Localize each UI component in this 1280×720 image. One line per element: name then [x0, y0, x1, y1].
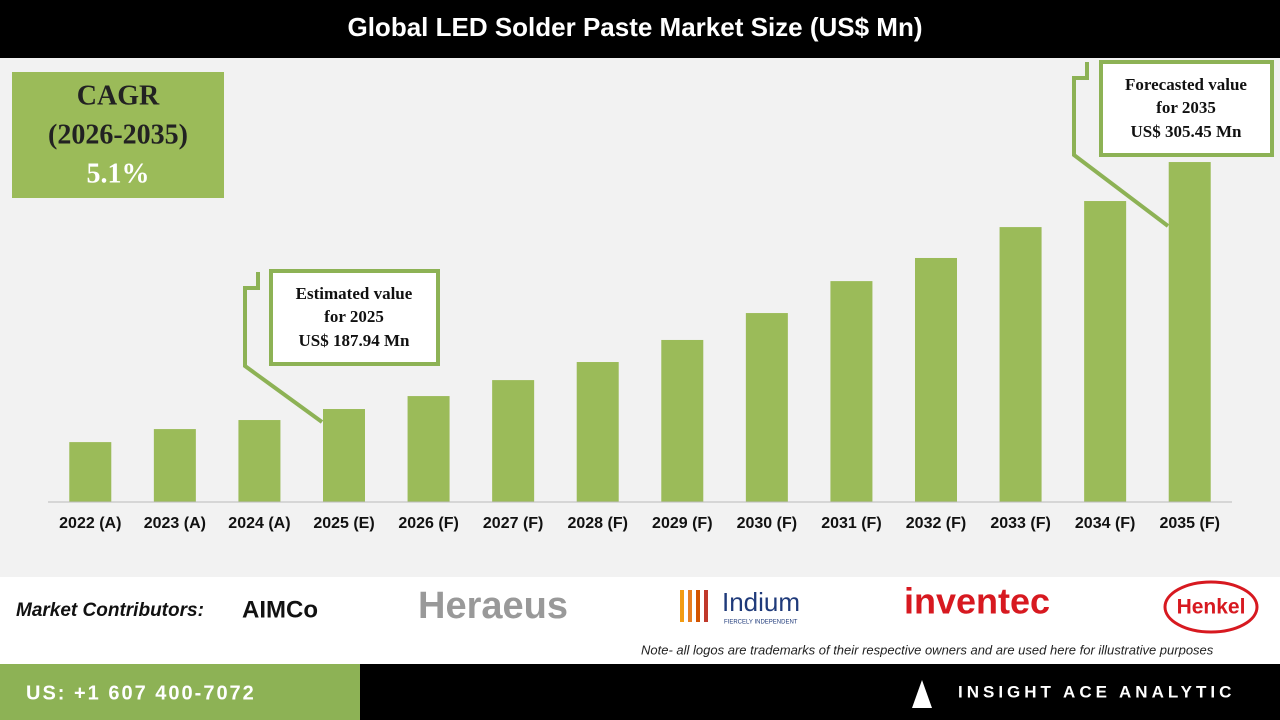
logo: inventec [904, 581, 1050, 622]
bar [1084, 201, 1127, 502]
bar [830, 281, 873, 502]
callout-connector [243, 272, 324, 424]
callout-box [1099, 60, 1274, 157]
bar [745, 313, 788, 502]
bar [576, 362, 619, 502]
logo-mark [688, 590, 692, 622]
x-tick-label: 2034 (F) [1075, 515, 1135, 532]
callout-connector [1072, 62, 1170, 228]
bar [999, 227, 1042, 502]
brand-icon [912, 680, 932, 708]
callout-value: US$ 305.45 Mn [1131, 122, 1243, 141]
x-tick-label: 2027 (F) [483, 515, 543, 532]
bar [661, 339, 704, 502]
cagr-title: CAGR [77, 80, 160, 111]
bar [492, 380, 535, 502]
contributors-label: Market Contributors: [16, 600, 204, 621]
x-tick-label: 2024 (A) [228, 515, 290, 532]
bar [238, 420, 281, 502]
x-tick-label: 2023 (A) [144, 515, 206, 532]
logo-tagline: FIERCELY INDEPENDENT [724, 620, 798, 626]
callout-value: US$ 187.94 Mn [299, 331, 411, 350]
callout-box [269, 269, 440, 366]
x-tick-label: 2033 (F) [990, 515, 1050, 532]
bar [1168, 162, 1211, 503]
logo-mark [680, 590, 684, 622]
footer-right [360, 664, 1280, 720]
logo: AIMCo [242, 596, 318, 623]
x-tick-label: 2035 (F) [1159, 515, 1219, 532]
footer-left [0, 664, 360, 720]
logo: Heraeus [418, 585, 568, 627]
bar [915, 257, 957, 502]
callout-text: for 2025 [324, 307, 384, 326]
logo-mark [1163, 580, 1259, 634]
x-tick-label: 2029 (F) [652, 515, 712, 532]
logo-mark [696, 590, 700, 622]
cagr-period: (2026-2035) [48, 119, 188, 150]
bar [69, 442, 112, 502]
title-bar [0, 0, 1280, 58]
note: Note- all logos are trademarks of their … [641, 642, 1214, 657]
x-tick-label: 2022 (A) [59, 515, 121, 532]
callout-text: for 2035 [1156, 98, 1216, 117]
bar [407, 396, 450, 502]
x-tick-label: 2031 (F) [821, 515, 881, 532]
bar [153, 429, 196, 502]
callout-text: Estimated value [296, 284, 413, 303]
x-tick-label: 2030 (F) [737, 515, 797, 532]
phone: US: +1 607 400-7072 [26, 682, 256, 704]
x-tick-label: 2025 (E) [313, 515, 374, 532]
cagr-value: 5.1% [87, 158, 150, 189]
callout-text: Forecasted value [1125, 75, 1247, 94]
bar [323, 409, 365, 502]
contributors-band [0, 577, 1280, 664]
x-tick-label: 2032 (F) [906, 515, 966, 532]
brand: INSIGHT ACE ANALYTIC [958, 682, 1235, 701]
logo: Henkel [1177, 596, 1246, 619]
x-tick-label: 2026 (F) [398, 515, 458, 532]
chart-title: Global LED Solder Paste Market Size (US$… [347, 12, 922, 42]
cagr-box [12, 72, 224, 198]
logo: Indium [722, 587, 800, 617]
logo-mark [704, 590, 708, 622]
x-tick-label: 2028 (F) [567, 515, 627, 532]
